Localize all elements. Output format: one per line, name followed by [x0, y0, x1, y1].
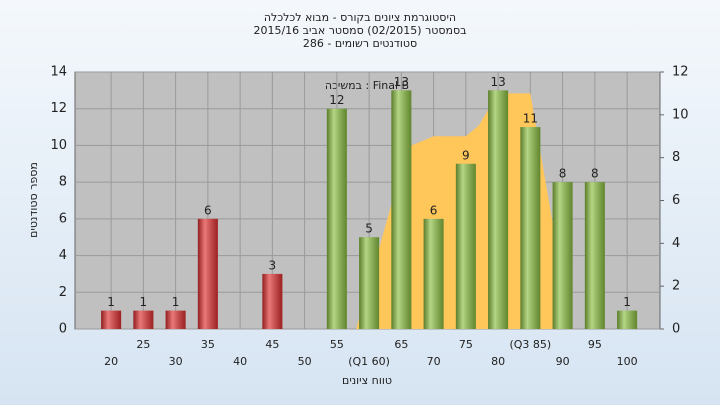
chart-title: היסטוגרמת ציונים בקורס - מבוא לכלכלה — [264, 11, 456, 24]
bar-shade — [423, 218, 444, 329]
bar-shade — [584, 182, 605, 329]
bar-shade — [520, 127, 541, 329]
y-tick-label: 10 — [50, 138, 67, 153]
x-tick-label: (Q1 60) — [348, 355, 390, 368]
y2-tick-label: 0 — [672, 322, 680, 337]
annotation: במשיכה : Final B — [325, 79, 409, 92]
x-tick-label: 25 — [136, 338, 150, 351]
x-tick-label: 40 — [233, 355, 247, 368]
x-axis-label: טווח ציונים — [342, 374, 392, 387]
x-tick-label: 20 — [104, 355, 118, 368]
x-tick-label: 95 — [588, 338, 602, 351]
y-tick-label: 8 — [59, 175, 67, 190]
y-tick-label: 6 — [59, 211, 67, 226]
data-label: 12 — [329, 93, 344, 107]
y2-tick-label: 12 — [672, 65, 689, 80]
x-tick-label: 45 — [265, 338, 279, 351]
data-label: 1 — [172, 295, 180, 309]
bar-shade — [133, 310, 154, 329]
data-label: 13 — [490, 75, 505, 89]
bar-shade — [262, 273, 283, 329]
data-label: 6 — [204, 203, 212, 217]
bar-shade — [165, 310, 186, 329]
x-tick-label: 90 — [556, 355, 570, 368]
data-label: 3 — [269, 258, 277, 272]
x-tick-label: 70 — [427, 355, 441, 368]
data-label: 9 — [462, 148, 470, 162]
data-label: 1 — [623, 295, 631, 309]
x-tick-label: 65 — [394, 338, 408, 351]
y-tick-label: 4 — [59, 248, 67, 263]
x-tick-label: 75 — [459, 338, 473, 351]
bar-shade — [552, 182, 573, 329]
bar-shade — [326, 108, 347, 329]
x-tick-label: 80 — [491, 355, 505, 368]
bar-shade — [488, 90, 509, 329]
y-tick-label: 12 — [50, 101, 67, 116]
y-tick-label: 0 — [59, 322, 67, 337]
y2-tick-label: 6 — [672, 193, 680, 208]
x-tick-label: 30 — [169, 355, 183, 368]
bar-shade — [359, 237, 380, 329]
data-label: 13 — [394, 75, 409, 89]
y2-tick-label: 10 — [672, 107, 689, 122]
bar-shade — [391, 90, 412, 329]
chart-subtitle: בסמסטר (02/2015) סמסטר אביב 2015/16 — [253, 24, 466, 37]
data-label: 8 — [559, 167, 567, 181]
y2-tick-label: 8 — [672, 150, 680, 165]
x-tick-label: 100 — [617, 355, 638, 368]
data-label: 5 — [365, 222, 373, 236]
data-label: 11 — [523, 112, 538, 126]
bar-shade — [101, 310, 122, 329]
chart-subtitle: סטודנטים רשומים - 286 — [303, 37, 417, 50]
bar-shade — [617, 310, 638, 329]
y-tick-label: 14 — [50, 65, 67, 80]
marks: 024681012140246810122025303540455055(Q1 … — [50, 65, 688, 369]
data-label: 6 — [430, 203, 438, 217]
y-axis-label: מספר סטודנטים — [27, 162, 40, 238]
x-tick-label: 55 — [330, 338, 344, 351]
y-tick-label: 2 — [59, 285, 67, 300]
y2-tick-label: 2 — [672, 279, 680, 294]
x-tick-label: 35 — [201, 338, 215, 351]
bar-shade — [197, 218, 218, 329]
data-label: 1 — [140, 295, 148, 309]
y2-tick-label: 4 — [672, 236, 680, 251]
data-label: 1 — [107, 295, 115, 309]
x-tick-label: (Q3 85) — [509, 338, 551, 351]
bar-shade — [455, 163, 476, 329]
data-label: 8 — [591, 167, 599, 181]
x-tick-label: 50 — [298, 355, 312, 368]
